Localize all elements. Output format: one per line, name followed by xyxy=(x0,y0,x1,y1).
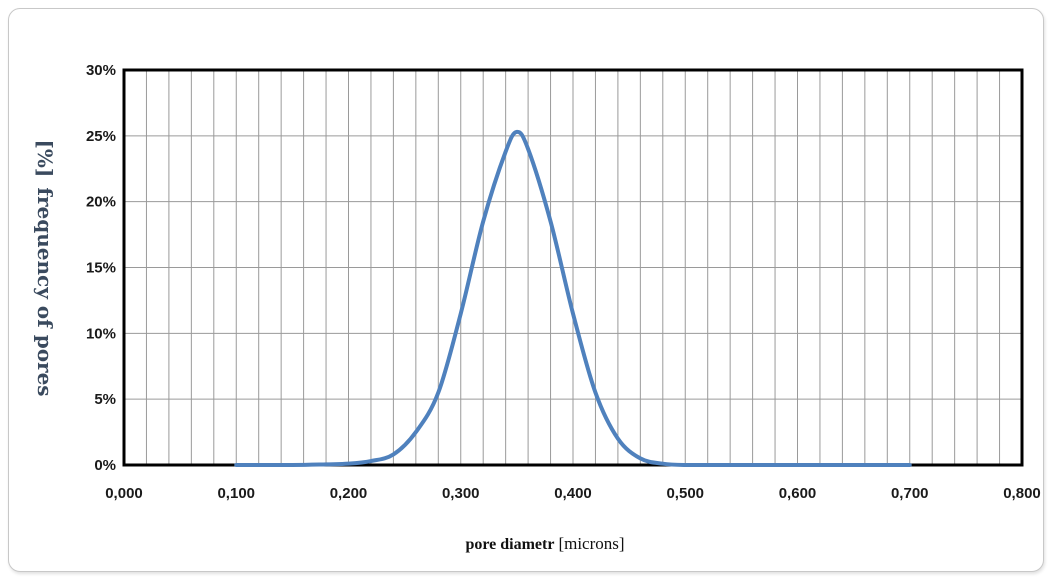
y-tick-label: 0% xyxy=(94,457,116,474)
x-tick-label: 0,300 xyxy=(442,485,480,502)
x-tick-label: 0,700 xyxy=(891,485,929,502)
x-tick-label: 0,500 xyxy=(666,485,704,502)
x-tick-labels: 0,000 0,100 0,200 0,300 0,400 0,500 0,600 0,700… xyxy=(105,485,1041,502)
chart-frame xyxy=(8,8,1044,572)
y-tick-label: 20% xyxy=(86,194,116,211)
y-tick-label: 10% xyxy=(86,325,116,342)
y-tick-label: 15% xyxy=(86,260,116,277)
y-tick-label: 25% xyxy=(86,128,116,145)
grid xyxy=(124,70,1022,465)
y-tick-label: 30% xyxy=(86,62,116,79)
x-tick-label: 0,200 xyxy=(330,485,368,502)
y-tick-labels: 0% 5% 10% 15% 20% 25% 30% xyxy=(86,62,116,474)
series-line xyxy=(234,129,912,467)
y-axis-label: [%]frequency of pores xyxy=(33,139,57,396)
x-tick-label: 0,400 xyxy=(554,485,592,502)
plot-border xyxy=(122,68,1024,467)
y-tick-label: 5% xyxy=(94,391,116,408)
x-tick-label: 0,000 xyxy=(105,485,143,502)
x-axis-label: pore diametr [microns] xyxy=(465,534,624,553)
x-tick-label: 0,100 xyxy=(217,485,255,502)
x-tick-label: 0,600 xyxy=(779,485,817,502)
x-tick-label: 0,800 xyxy=(1003,485,1041,502)
